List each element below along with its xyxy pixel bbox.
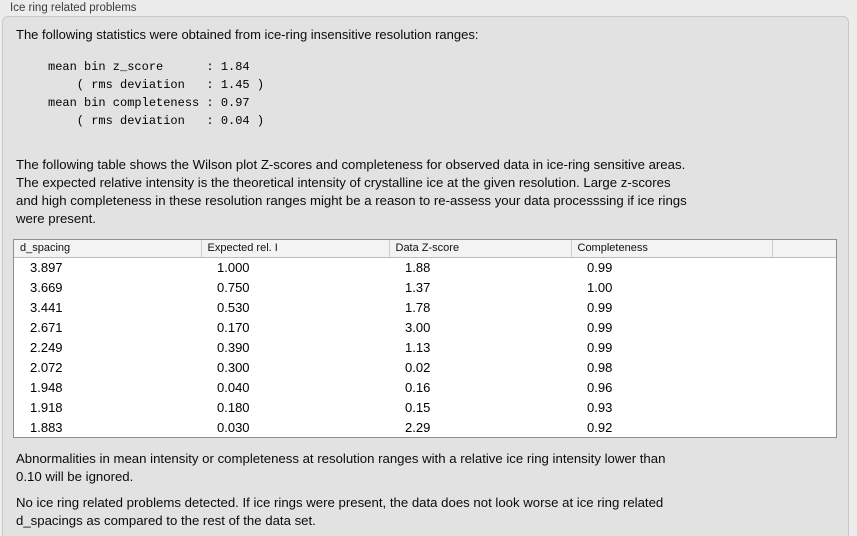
text-line: The expected relative intensity is the t… bbox=[16, 175, 671, 190]
table-row[interactable]: 3.669 0.750 1.37 1.00 bbox=[14, 278, 836, 298]
table-cell: 0.530 bbox=[217, 299, 250, 315]
table-cell: 0.99 bbox=[587, 339, 613, 355]
table-cell: 1.78 bbox=[405, 299, 431, 315]
table-cell bbox=[772, 358, 836, 378]
table-cell: 0.99 bbox=[587, 299, 613, 315]
table-cell: 1.37 bbox=[405, 279, 431, 295]
text-line: Abnormalities in mean intensity or compl… bbox=[16, 451, 666, 466]
table-body: 3.897 1.000 1.88 0.99 3.669 0.750 1.37 1.00 3.44… bbox=[14, 257, 836, 438]
table-cell: 3.897 bbox=[30, 259, 63, 275]
table-cell: 1.13 bbox=[405, 339, 431, 355]
table-row[interactable]: 2.671 0.170 3.00 0.99 bbox=[14, 318, 836, 338]
table-row[interactable]: 1.883 0.030 2.29 0.92 bbox=[14, 418, 836, 438]
table-cell bbox=[772, 318, 836, 338]
table-cell: 0.02 bbox=[405, 359, 431, 375]
text-line: No ice ring related problems detected. I… bbox=[16, 495, 664, 510]
table-cell: 1.88 bbox=[405, 259, 431, 275]
ignore-note: Abnormalities in mean intensity or compl… bbox=[16, 450, 665, 486]
table-cell: 1.948 bbox=[30, 379, 63, 395]
table-cell: 2.671 bbox=[30, 319, 63, 335]
table-cell: 0.93 bbox=[587, 399, 613, 415]
table-cell bbox=[772, 418, 836, 438]
column-header-expected-rel-i[interactable]: Expected rel. I bbox=[201, 240, 390, 258]
table-cell bbox=[772, 298, 836, 318]
column-header-completeness[interactable]: Completeness bbox=[571, 240, 773, 258]
text-line: 0.10 will be ignored. bbox=[16, 469, 134, 484]
text-line: and high completeness in these resolutio… bbox=[16, 193, 687, 208]
intro-text: The following statistics were obtained f… bbox=[16, 27, 479, 42]
table-row[interactable]: 1.918 0.180 0.15 0.93 bbox=[14, 398, 836, 418]
table-cell bbox=[772, 338, 836, 358]
table-cell: 0.96 bbox=[587, 379, 613, 395]
stats-line: mean bin completeness : 0.97 bbox=[48, 96, 250, 110]
stats-block: mean bin z_score : 1.84 ( rms deviation … bbox=[48, 58, 264, 130]
text-line: The following table shows the Wilson plo… bbox=[16, 157, 686, 172]
panel-title: Ice ring related problems bbox=[10, 2, 137, 14]
table-cell: 0.16 bbox=[405, 379, 431, 395]
stats-line: ( rms deviation : 1.45 ) bbox=[48, 78, 265, 92]
table-header-row: d_spacing Expected rel. I Data Z-score C… bbox=[14, 240, 836, 258]
panel-box: The following statistics were obtained f… bbox=[2, 16, 849, 536]
table-cell: 2.29 bbox=[405, 419, 431, 435]
table-cell: 2.072 bbox=[30, 359, 63, 375]
table-cell: 0.300 bbox=[217, 359, 250, 375]
table-cell: 1.883 bbox=[30, 419, 63, 435]
text-line: were present. bbox=[16, 211, 96, 226]
table-cell: 1.000 bbox=[217, 259, 250, 275]
table-cell: 1.918 bbox=[30, 399, 63, 415]
table-cell: 0.98 bbox=[587, 359, 613, 375]
table-cell bbox=[772, 257, 836, 278]
ice-ring-table: d_spacing Expected rel. I Data Z-score C… bbox=[13, 239, 837, 438]
table-cell: 0.180 bbox=[217, 399, 250, 415]
table-description: The following table shows the Wilson plo… bbox=[16, 156, 687, 228]
table-cell: 3.00 bbox=[405, 319, 431, 335]
table-cell: 2.249 bbox=[30, 339, 63, 355]
table-cell: 0.040 bbox=[217, 379, 250, 395]
table-cell: 0.170 bbox=[217, 319, 250, 335]
column-header-data-z-score[interactable]: Data Z-score bbox=[389, 240, 572, 258]
table-cell: 0.92 bbox=[587, 419, 613, 435]
table-cell bbox=[772, 278, 836, 298]
table-cell: 0.99 bbox=[587, 319, 613, 335]
column-header-d-spacing[interactable]: d_spacing bbox=[14, 240, 202, 258]
table-cell bbox=[772, 398, 836, 418]
conclusion-text: No ice ring related problems detected. I… bbox=[16, 494, 663, 530]
table-cell: 0.750 bbox=[217, 279, 250, 295]
stats-line: ( rms deviation : 0.04 ) bbox=[48, 114, 265, 128]
table-row[interactable]: 2.072 0.300 0.02 0.98 bbox=[14, 358, 836, 378]
table-cell: 3.669 bbox=[30, 279, 63, 295]
table-row[interactable]: 3.897 1.000 1.88 0.99 bbox=[14, 257, 836, 278]
table-row[interactable]: 2.249 0.390 1.13 0.99 bbox=[14, 338, 836, 358]
table-cell bbox=[772, 378, 836, 398]
table-cell: 0.390 bbox=[217, 339, 250, 355]
table-cell: 1.00 bbox=[587, 279, 613, 295]
table-cell: 3.441 bbox=[30, 299, 63, 315]
column-header-empty bbox=[772, 240, 836, 258]
table-cell: 0.030 bbox=[217, 419, 250, 435]
table-row[interactable]: 1.948 0.040 0.16 0.96 bbox=[14, 378, 836, 398]
text-line: d_spacings as compared to the rest of th… bbox=[16, 513, 316, 528]
table-row[interactable]: 3.441 0.530 1.78 0.99 bbox=[14, 298, 836, 318]
table-cell: 0.15 bbox=[405, 399, 431, 415]
table-cell: 0.99 bbox=[587, 259, 613, 275]
stats-line: mean bin z_score : 1.84 bbox=[48, 60, 250, 74]
